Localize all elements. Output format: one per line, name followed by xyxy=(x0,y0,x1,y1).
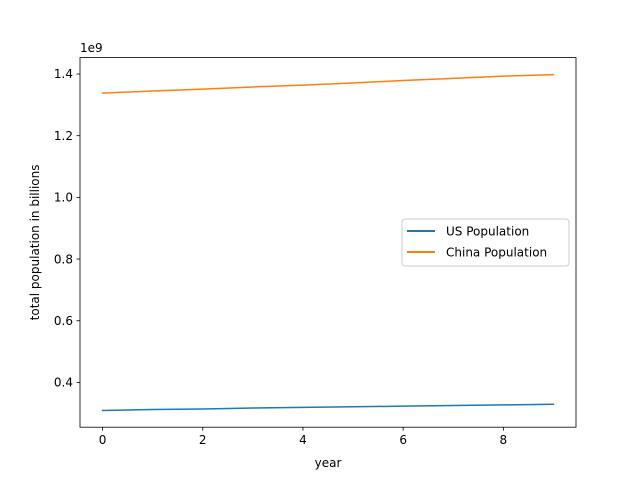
x-tick-label: 2 xyxy=(199,433,207,447)
y-offset-label: 1e9 xyxy=(80,41,103,55)
y-tick-label: 1.2 xyxy=(54,129,73,143)
y-tick-label: 1.0 xyxy=(54,191,73,205)
axis-ticks: 0 2 4 6 8 0.4 0.6 0.8 1.0 1.2 1.4 xyxy=(54,67,507,447)
legend: US Population China Population xyxy=(401,218,570,267)
y-tick-label: 1.4 xyxy=(54,67,73,81)
x-tick-label: 6 xyxy=(399,433,407,447)
y-axis-label: total population in billions xyxy=(28,164,42,320)
legend-box xyxy=(401,218,570,267)
y-tick-label: 0.4 xyxy=(54,376,73,390)
y-tick-label: 0.8 xyxy=(54,252,73,266)
x-tick-label: 4 xyxy=(299,433,307,447)
series-line-us-population xyxy=(101,403,555,412)
legend-label-us: US Population xyxy=(446,225,529,239)
plot-area xyxy=(101,73,555,412)
x-tick-label: 8 xyxy=(500,433,508,447)
y-tick-label: 0.6 xyxy=(54,314,73,328)
series-line-china-population xyxy=(101,73,555,94)
legend-label-china: China Population xyxy=(446,246,547,260)
axes-frame xyxy=(79,57,577,428)
x-tick-label: 0 xyxy=(99,433,107,447)
x-axis-label: year xyxy=(315,456,342,470)
